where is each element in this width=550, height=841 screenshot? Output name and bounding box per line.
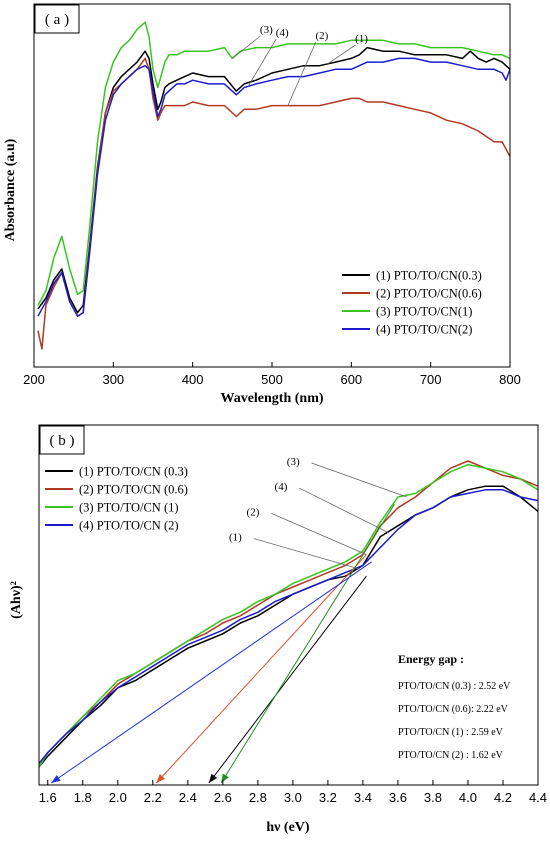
x-tick-label: 500 — [261, 372, 283, 387]
x-axis-title-a: Wavelength (nm) — [220, 391, 323, 406]
x-tick-label: 2.8 — [249, 790, 267, 805]
y-axis-title-b: (Ahν)² — [9, 581, 24, 619]
x-tick-label: 1.8 — [74, 790, 92, 805]
legend-label-3: (3) PTO/TO/CN (1) — [79, 501, 179, 515]
legend-label-3: (3) PTO/TO/CN(1) — [376, 305, 472, 319]
legend-label-1: (1) PTO/TO/CN(0.3) — [376, 269, 482, 283]
energy-gap-line: PTO/TO/CN (2) : 1.62 eV — [398, 750, 504, 761]
annotation-leader — [247, 38, 277, 87]
extrapolation-line-1 — [208, 575, 367, 784]
annotation-label: (2) — [315, 30, 328, 42]
annotation-leader — [271, 513, 367, 555]
annotation-leader — [232, 35, 261, 59]
annotation-leader — [299, 487, 390, 534]
x-axis-title-b: hν (eV) — [266, 820, 310, 835]
x-tick-label: 3.4 — [354, 790, 372, 805]
chart-b: 1.6 1.8 2.0 2.2 2.4 2.6 2.8 3.0 3.2 3.4 3.6 3.8 4.0 4… — [9, 424, 547, 835]
series-line-3 — [37, 21, 511, 306]
legend-label-1: (1) PTO/TO/CN (0.3) — [79, 465, 188, 479]
series-line-4 — [38, 489, 539, 764]
energy-gap-line: PTO/TO/CN (0.6): 2.22 eV — [398, 704, 509, 715]
energy-gap-title: Energy gap : — [398, 652, 464, 666]
x-tick-label: 3.2 — [319, 790, 337, 805]
x-tick-label: 200 — [23, 372, 45, 387]
extrapolation-arrowhead-2 — [156, 774, 165, 783]
extrapolation-line-3 — [220, 503, 395, 784]
y-axis-title-a: Absorbance (a.u) — [3, 138, 18, 241]
panel-label-b: ( b ) — [50, 433, 75, 449]
extrapolation-arrowhead-4 — [51, 775, 61, 783]
annotation-label: (1) — [229, 532, 242, 544]
extrapolation-arrowhead-3 — [221, 773, 229, 783]
legend-label-2: (2) PTO/TO/CN (0.6) — [79, 483, 188, 497]
annotation-label: (4) — [276, 27, 289, 39]
x-tick-label: 2.0 — [109, 790, 127, 805]
x-tick-label: 1.6 — [39, 790, 57, 805]
series-line-2 — [38, 460, 539, 768]
annotation-label: (2) — [247, 506, 260, 518]
annotation-leader — [327, 44, 356, 65]
annotation-label: (3) — [287, 456, 300, 468]
x-tick-label: 800 — [499, 372, 521, 387]
series-line-3 — [38, 463, 539, 768]
x-tick-label: 4.2 — [494, 790, 512, 805]
x-tick-label: 600 — [340, 372, 362, 387]
legend-label-4: (4) PTO/TO/CN(2) — [376, 323, 472, 337]
extrapolation-line-4 — [50, 561, 372, 784]
x-tick-label: 2.2 — [144, 790, 162, 805]
x-tick-label: 3.8 — [424, 790, 442, 805]
panel-label-a: ( a ) — [45, 12, 69, 28]
panel-label-box-a: ( a ) — [34, 4, 80, 34]
legend-label-2: (2) PTO/TO/CN(0.6) — [376, 287, 482, 301]
x-tick-label: 400 — [182, 372, 204, 387]
extrapolation-arrowhead-1 — [208, 773, 218, 783]
annotation-leader — [253, 538, 360, 570]
energy-gap-box: Energy gap : PTO/TO/CN (0.3) : 2.52 eV P… — [398, 652, 511, 761]
extrapolation-line-2 — [155, 554, 367, 784]
x-tick-label: 2.6 — [214, 790, 232, 805]
x-tick-label: 300 — [102, 372, 124, 387]
chart-a: 200 300 400 500 600 700 800 ( a ) (3) (4) (2) (1)… — [3, 3, 521, 406]
series-line-4 — [37, 57, 511, 317]
energy-gap-line: PTO/TO/CN (1) : 2.59 eV — [398, 727, 504, 738]
x-tick-label: 700 — [420, 372, 442, 387]
x-tick-label: 4.4 — [529, 790, 547, 805]
x-tick-label: 3.0 — [284, 790, 302, 805]
x-tick-label: 2.4 — [179, 790, 197, 805]
annotation-leader — [287, 41, 317, 106]
legend-label-4: (4) PTO/TO/CN (2) — [79, 519, 179, 533]
plot-frame-b — [38, 424, 539, 786]
annotation-label: (3) — [260, 24, 273, 36]
annotation-label: (1) — [355, 33, 368, 45]
annotation-label: (4) — [275, 481, 288, 493]
panel-label-box-b: ( b ) — [39, 425, 85, 455]
energy-gap-line: PTO/TO/CN (0.3) : 2.52 eV — [398, 681, 511, 692]
x-tick-label: 3.6 — [389, 790, 407, 805]
x-tick-label: 4.0 — [459, 790, 477, 805]
annotation-leader — [311, 462, 407, 498]
